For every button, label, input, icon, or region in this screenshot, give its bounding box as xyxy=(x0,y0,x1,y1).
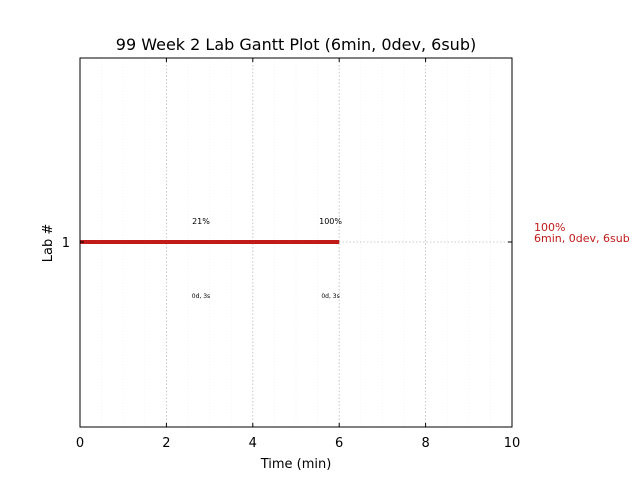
bars xyxy=(80,240,340,244)
x-axis-ticks: 0 2 4 6 8 10 xyxy=(76,58,520,451)
progress-label: 21% xyxy=(192,217,210,226)
x-tick-label: 4 xyxy=(249,436,257,451)
deviation-label: 0d, 3s xyxy=(192,293,210,300)
x-tick-label: 2 xyxy=(162,436,170,451)
y-axis-label: Lab # xyxy=(41,224,56,263)
deviation-label: 0d, 3s xyxy=(321,293,339,300)
annotations: 21% 0d, 3s 100% 0d, 3s xyxy=(192,217,343,300)
x-tick-label: 0 xyxy=(76,436,84,451)
side-annotation-line2: 6min, 0dev, 6sub xyxy=(534,232,630,245)
x-tick-label: 10 xyxy=(504,436,521,451)
chart-title: 99 Week 2 Lab Gantt Plot (6min, 0dev, 6s… xyxy=(116,35,476,54)
y-tick-label: 1 xyxy=(62,236,70,251)
side-annotation-line1: 100% xyxy=(534,221,565,234)
x-tick-label: 8 xyxy=(421,436,429,451)
x-tick-label: 6 xyxy=(335,436,343,451)
x-axis-label: Time (min) xyxy=(260,457,332,472)
y-axis-ticks: 1 xyxy=(62,236,512,251)
progress-label: 100% xyxy=(319,217,342,226)
gantt-bar xyxy=(80,240,340,244)
